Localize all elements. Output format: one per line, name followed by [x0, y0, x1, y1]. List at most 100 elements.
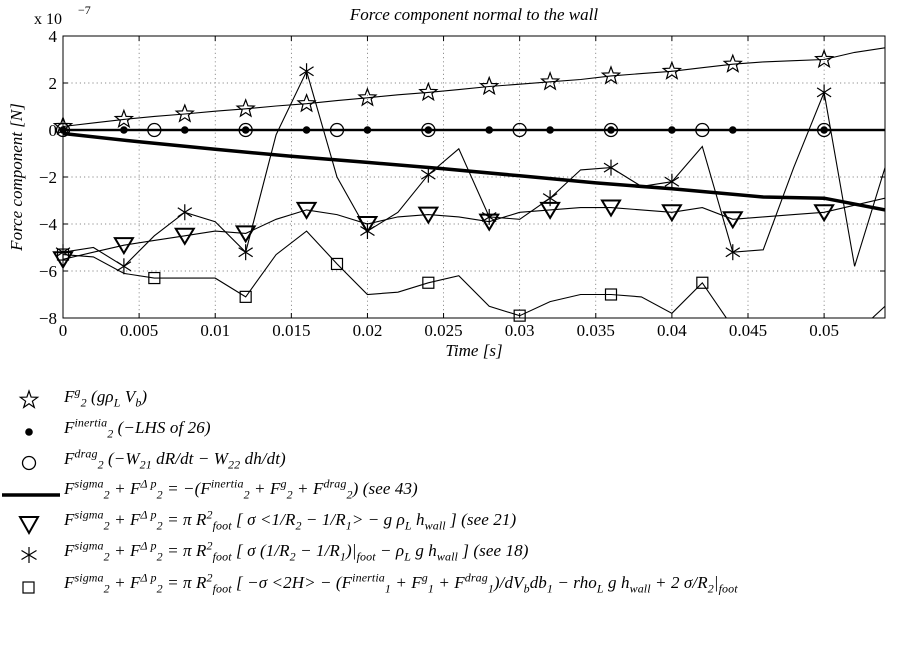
legend-item-inertia: Finertia2 (−LHS of 26): [0, 415, 909, 445]
series-line: [63, 197, 885, 260]
asterisk-stroke: [299, 66, 314, 77]
circle-marker: [695, 122, 710, 138]
circle-marker: [816, 122, 832, 138]
grid: [63, 36, 885, 318]
asterisk-marker: [664, 173, 680, 190]
series-markers: [52, 48, 835, 322]
square-marker: [604, 288, 618, 301]
asterisk-marker: [481, 208, 497, 225]
thick-line-icon: [2, 493, 60, 497]
asterisk-marker: [542, 190, 558, 207]
triangle-marker: [813, 204, 835, 223]
star-marker: [174, 103, 195, 123]
series-lines: [63, 47, 885, 318]
star-marker: [600, 65, 622, 85]
triangle-marker: [661, 204, 683, 223]
x-tick-label: 0.045: [729, 321, 767, 340]
square-marker: [696, 276, 709, 289]
x-tick-label: 0.005: [120, 321, 158, 340]
dot-marker: [302, 126, 311, 134]
dot-marker: [120, 126, 128, 134]
circle-marker: [603, 122, 619, 138]
star-marker: [661, 60, 683, 80]
x-tick-label: 0.05: [809, 321, 839, 340]
asterisk-stroke: [664, 176, 680, 187]
y-tick-label: −6: [39, 262, 57, 281]
asterisk-marker: [816, 84, 832, 101]
triangle-marker: [295, 201, 318, 220]
square-marker: [513, 309, 526, 322]
asterisk-stroke: [360, 226, 375, 237]
triangle-marker: [234, 225, 257, 244]
asterisk-stroke: [542, 193, 558, 204]
star-marker: [113, 108, 135, 129]
series-line: [63, 131, 885, 212]
legend-label: Fsigma2 + FΔ p2 = −(Finertia2 + Fg2 + Fd…: [64, 476, 418, 502]
dot-marker: [546, 126, 554, 134]
legend-item-see-rest: Fsigma2 + FΔ p2 = π R2foot [ −σ <2H> − (…: [0, 570, 909, 600]
asterisk-stroke: [116, 261, 132, 272]
circle-marker-icon: [21, 455, 37, 471]
y-ticks: −8 −6 −4 −2 0 2 4: [39, 27, 885, 328]
legend-label: Fg2 (gρL Vb): [64, 384, 148, 410]
asterisk-marker: [603, 159, 619, 176]
triangle-marker: [113, 237, 135, 256]
x-ticks: 0 0.005 0.01 0.015 0.02 0.025 0.03 0.035 0.04 0.0…: [59, 36, 839, 340]
asterisk-stroke: [481, 211, 497, 222]
y-axis-label: Force component [N]: [7, 103, 26, 252]
star-marker: [296, 93, 317, 113]
triangle-marker: [722, 211, 744, 230]
legend-label: Fdrag2 (−W21 dR/dt − W22 dh/dt): [64, 446, 286, 472]
star-marker: [539, 71, 561, 91]
x-tick-label: 0.03: [505, 321, 535, 340]
legend-label: Fsigma2 + FΔ p2 = π R2foot [ −σ <2H> − (…: [64, 570, 738, 596]
square-marker: [330, 257, 344, 271]
star-marker: [479, 75, 500, 96]
dot-marker: [820, 126, 828, 134]
series-line: [63, 47, 885, 128]
triangle-marker: [417, 206, 440, 225]
legend-item-drag: Fdrag2 (−W21 dR/dt − W22 dh/dt): [0, 446, 909, 476]
dot-marker: [424, 126, 433, 134]
dot-marker: [485, 126, 494, 134]
series-line: [63, 69, 885, 267]
y-scale-label: x 10: [34, 11, 62, 28]
circle-marker: [147, 122, 162, 138]
asterisk-marker: [360, 223, 375, 240]
x-tick-label: 0.015: [272, 321, 310, 340]
circle-marker: [421, 122, 436, 138]
legend-item-see-43: Fsigma2 + FΔ p2 = −(Finertia2 + Fg2 + Fd…: [0, 476, 909, 506]
star-marker: [418, 81, 439, 102]
dot-marker: [607, 126, 615, 134]
x-axis-label: Time [s]: [445, 341, 502, 360]
dot-marker: [363, 126, 372, 134]
plot-frame: [62, 35, 886, 319]
y-tick-label: −4: [39, 215, 58, 234]
x-tick-label: 0.04: [657, 321, 687, 340]
dot-marker: [180, 126, 189, 134]
circle-marker: [329, 122, 345, 138]
y-tick-label: 2: [49, 74, 58, 93]
square-marker: [239, 290, 252, 303]
legend-label: Fsigma2 + FΔ p2 = π R2foot [ σ <1/R2 − 1…: [64, 507, 517, 533]
legend-label: Fsigma2 + FΔ p2 = π R2foot [ σ (1/R2 − 1…: [64, 538, 529, 564]
legend-item-g: Fg2 (gρL Vb): [0, 384, 909, 414]
asterisk-stroke: [816, 87, 832, 98]
dot-marker: [668, 126, 676, 134]
y-tick-label: −8: [39, 309, 57, 328]
legend-item-see-18: Fsigma2 + FΔ p2 = π R2foot [ σ (1/R2 − 1…: [0, 538, 909, 568]
y-tick-label: 4: [49, 27, 58, 46]
legend-label: Finertia2 (−LHS of 26): [64, 415, 211, 441]
asterisk-marker: [725, 244, 741, 261]
star-marker: [814, 48, 835, 69]
asterisk-marker-icon: [21, 547, 37, 563]
circle-marker: [512, 122, 527, 138]
square-marker: [148, 271, 161, 285]
square-marker-icon: [22, 581, 35, 594]
x-tick-label: 0.02: [353, 321, 383, 340]
dot-marker-icon: [25, 428, 33, 436]
x-tick-label: 0.01: [200, 321, 230, 340]
x-tick-label: 0.035: [577, 321, 615, 340]
series-line: [63, 230, 885, 318]
